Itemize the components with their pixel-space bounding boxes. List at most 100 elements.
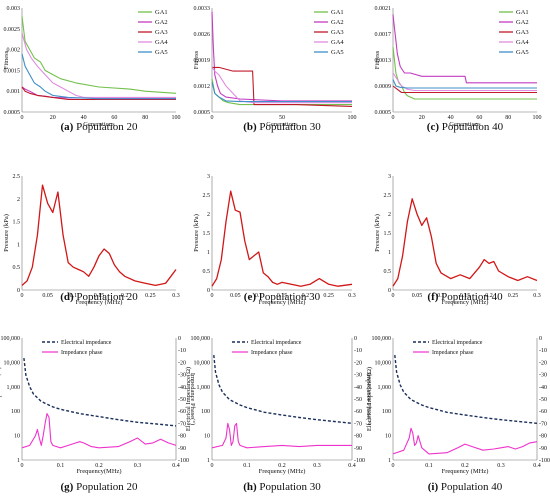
y-tick-label: 10 — [14, 434, 20, 440]
y-tick-label: 0 — [17, 288, 20, 294]
y-tick-label: 100,000 — [191, 336, 211, 342]
y-tick-label: 1,000 — [378, 385, 392, 391]
chart-panel-e: (e) Population 30 0 0.05 0.1 0.15 0.2 0.25 0.3 0… — [193, 174, 356, 306]
y-axis-label: Electrical Impedance(Ω) — [0, 367, 2, 431]
y-tick-label: 1.5 — [13, 220, 21, 226]
chart-panel-a: (a) Population 20 0 20 40 60 80 100 0.0005 0.001… — [3, 6, 181, 133]
x-tick-label: 0 — [211, 463, 214, 469]
x-tick-label: 0.25 — [145, 293, 156, 299]
y2-tick-label: -100 — [539, 458, 550, 464]
y-tick-label: 0.5 — [384, 269, 392, 275]
y-tick-label: 2 — [207, 212, 210, 218]
y2-tick-label: -10 — [178, 348, 186, 354]
caption-text: Population 30 — [257, 481, 322, 493]
series-line-GA1 — [21, 16, 177, 94]
y2-tick-label: -80 — [178, 434, 186, 440]
legend-label-GA5: GA5 — [155, 49, 168, 56]
x-tick-label: 0.2 — [302, 293, 310, 299]
series-line-impedance-phase — [392, 427, 538, 455]
series-line-GA5 — [211, 82, 352, 103]
x-tick-label: 0 — [392, 463, 395, 469]
series-line-GA5 — [392, 79, 537, 89]
chart-panel-g: (g) Population 20 0 0.1 0.2 0.3 0.4 1 10 100 1,00… — [0, 336, 196, 493]
x-axis-label: Frequency (MHz) — [442, 299, 489, 306]
y-tick-label: 2.5 — [384, 193, 392, 199]
y-tick-label: 0.0025 — [4, 27, 21, 33]
x-tick-label: 0.1 — [57, 463, 65, 469]
x-tick-label: 0.05 — [412, 293, 423, 299]
x-tick-label: 40 — [81, 115, 87, 121]
caption-letter: (b) — [243, 121, 257, 133]
y-axis-label: Fitness — [193, 50, 200, 69]
x-axis-label: Frequency (MHz) — [76, 299, 123, 306]
y-tick-label: 0.0015 — [4, 68, 21, 74]
y-tick-label: 1 — [207, 250, 210, 256]
caption-text: Population 40 — [439, 121, 504, 133]
x-tick-label: 0.15 — [94, 293, 105, 299]
y2-tick-label: -10 — [539, 348, 547, 354]
caption-letter: (e) — [244, 291, 257, 303]
y-tick-label: 10,000 — [194, 360, 211, 366]
y2-tick-label: -60 — [354, 409, 362, 415]
panel-caption: (a) Population 20 — [61, 121, 138, 133]
series-line-GA4 — [211, 67, 352, 104]
y-tick-label: 1 — [17, 242, 20, 248]
caption-letter: (d) — [60, 291, 74, 303]
legend-label-electrical: Electrical impedance — [61, 340, 112, 346]
y-tick-label: 3 — [207, 174, 210, 180]
x-tick-label: 100 — [172, 115, 181, 121]
panel-caption: (h) Population 30 — [243, 481, 321, 493]
x-tick-label: 0.1 — [437, 293, 445, 299]
y-tick-label: 1 — [388, 458, 391, 464]
y2-tick-label: -20 — [354, 360, 362, 366]
chart-panel-d: (d) Population 20 0 0.05 0.1 0.15 0.2 0.25 0.3 0… — [3, 174, 180, 306]
caption-letter: (c) — [427, 121, 440, 133]
series-line-impedance-phase — [21, 413, 177, 449]
panel-caption: (d) Population 20 — [60, 291, 138, 303]
x-tick-label: 0.4 — [348, 463, 356, 469]
y2-tick-label: -30 — [354, 373, 362, 379]
legend-label-GA4: GA4 — [155, 39, 168, 46]
y2-tick-label: -80 — [539, 434, 547, 440]
y-tick-label: 1,000 — [197, 385, 211, 391]
caption-letter: (f) — [427, 291, 438, 303]
legend-label-GA2: GA2 — [516, 19, 529, 26]
caption-text: Population 20 — [74, 291, 139, 303]
x-tick-label: 60 — [476, 115, 482, 121]
x-tick-label: 0.3 — [134, 463, 142, 469]
legend-label-phase: Impedance phase — [432, 350, 474, 356]
y2-tick-label: -30 — [178, 373, 186, 379]
caption-letter: (g) — [61, 481, 74, 493]
caption-text: Population 30 — [257, 121, 322, 133]
panel-caption: (e) Population 30 — [244, 291, 321, 303]
legend-box — [311, 8, 351, 60]
series-line-pressure — [21, 184, 177, 287]
legend-label-GA1: GA1 — [331, 9, 344, 16]
y-tick-label: 2.5 — [203, 193, 211, 199]
x-tick-label: 0.1 — [425, 463, 433, 469]
y-tick-label: 2.5 — [13, 174, 21, 180]
y-tick-label: 100 — [382, 409, 391, 415]
y2-tick-label: -70 — [354, 421, 362, 427]
legend-label-phase: Impedance phase — [61, 350, 103, 356]
x-tick-label: 0.1 — [255, 293, 263, 299]
legend-box — [496, 8, 536, 60]
y2-tick-label: -100 — [354, 458, 365, 464]
y-tick-label: 1,000 — [7, 385, 21, 391]
y-axis-label: Pressure (kPa) — [3, 214, 10, 252]
series-line-GA3 — [392, 85, 537, 94]
y2-tick-label: -40 — [539, 385, 547, 391]
x-tick-label: 0.1 — [70, 293, 78, 299]
y-tick-label: 100 — [201, 409, 210, 415]
x-tick-label: 0.25 — [323, 293, 334, 299]
y-tick-label: 0.0021 — [375, 6, 392, 12]
y-tick-label: 0.0005 — [194, 110, 211, 116]
y-tick-label: 3 — [388, 174, 391, 180]
x-tick-label: 20 — [419, 115, 425, 121]
x-tick-label: 0.3 — [313, 463, 321, 469]
legend-label-electrical: Electrical impedance — [251, 340, 302, 346]
x-tick-label: 0.05 — [42, 293, 53, 299]
chart-panel-f: (f) Population 40 0 0.05 0.1 0.15 0.2 0.25 0.3 0… — [374, 174, 541, 306]
series-line-electrical-impedance — [394, 355, 538, 424]
y2-tick-label: -90 — [354, 446, 362, 452]
